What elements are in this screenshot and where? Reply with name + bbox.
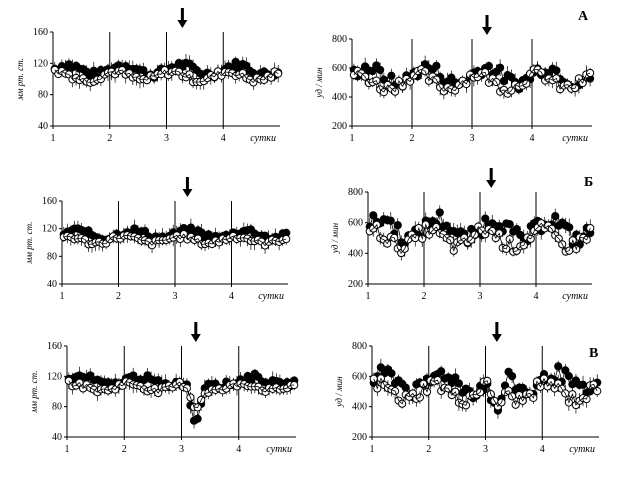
y-tick-label: 120 <box>42 224 57 235</box>
event-arrow-head <box>491 334 502 342</box>
x-axis-label: сутки <box>258 291 284 302</box>
y-tick-label: 120 <box>33 58 48 69</box>
y-tick-label: 160 <box>42 196 57 207</box>
y-tick-label: 800 <box>332 34 347 45</box>
y-axis-label: уд / мин <box>314 67 324 99</box>
x-tick-label: 4 <box>540 444 545 455</box>
x-tick-label: 4 <box>534 291 539 302</box>
y-tick-label: 160 <box>47 341 62 352</box>
data-point-open <box>586 223 595 233</box>
y-tick-label: 200 <box>352 432 367 443</box>
y-tick-label: 400 <box>332 92 347 103</box>
y-tick-label: 600 <box>348 218 363 229</box>
y-axis-label: мм рт. ст. <box>29 370 39 413</box>
x-tick-label: 1 <box>51 133 56 144</box>
x-tick-label: 1 <box>370 444 375 455</box>
x-tick-label: 1 <box>65 444 70 455</box>
x-tick-label: 2 <box>107 133 112 144</box>
y-tick-label: 200 <box>332 121 347 132</box>
y-tick-label: 40 <box>52 432 62 443</box>
x-axis-label: сутки <box>250 133 276 144</box>
y-tick-label: 80 <box>38 90 48 101</box>
x-tick-label: 4 <box>221 133 226 144</box>
event-arrow-head <box>182 189 193 197</box>
x-tick-label: 4 <box>530 133 535 144</box>
x-tick-label: 2 <box>410 133 415 144</box>
x-tick-label: 3 <box>478 291 483 302</box>
series-line-open <box>68 380 295 408</box>
y-tick-label: 120 <box>47 371 62 382</box>
series-line-open <box>373 377 598 408</box>
y-tick-label: 40 <box>47 279 57 290</box>
x-tick-label: 1 <box>60 291 65 302</box>
y-tick-label: 800 <box>348 187 363 198</box>
event-arrow-head <box>177 20 188 28</box>
series-line-open <box>63 233 287 247</box>
x-tick-label: 1 <box>366 291 371 302</box>
series-line-open <box>353 68 591 95</box>
data-point-open <box>593 387 602 396</box>
x-tick-label: 2 <box>116 291 121 302</box>
x-tick-label: 3 <box>470 133 475 144</box>
x-axis-label: сутки <box>266 444 292 455</box>
data-point-open <box>282 234 291 244</box>
event-arrow-head <box>482 27 492 35</box>
panel-label-b: Б <box>584 175 593 190</box>
panel-label-a: А <box>578 9 589 24</box>
x-tick-label: 3 <box>483 444 488 455</box>
series-line-open <box>369 222 591 254</box>
y-tick-label: 600 <box>332 63 347 74</box>
y-tick-label: 80 <box>47 251 57 262</box>
y-tick-label: 800 <box>352 341 367 352</box>
x-tick-label: 2 <box>426 444 431 455</box>
x-axis-label: сутки <box>562 291 588 302</box>
y-tick-label: 400 <box>348 248 363 259</box>
x-tick-label: 3 <box>173 291 178 302</box>
data-point-open <box>369 374 378 383</box>
y-tick-label: 80 <box>52 402 62 413</box>
series-line-open <box>54 69 279 84</box>
y-tick-label: 200 <box>348 279 363 290</box>
y-axis-label: уд / мин <box>330 222 340 254</box>
event-arrow-head <box>486 180 497 188</box>
y-tick-label: 160 <box>33 27 48 38</box>
x-tick-label: 4 <box>229 291 234 302</box>
y-tick-label: 600 <box>352 371 367 382</box>
y-axis-label: мм рт. ст. <box>24 221 34 264</box>
x-axis-label: сутки <box>569 444 595 455</box>
x-tick-label: 2 <box>122 444 127 455</box>
x-tick-label: 3 <box>179 444 184 455</box>
data-point-open <box>586 68 595 78</box>
event-arrow-head <box>190 334 201 342</box>
y-axis-label: мм рт. ст. <box>15 58 25 101</box>
y-axis-label: уд / мин <box>334 376 344 408</box>
x-axis-label: сутки <box>562 133 588 144</box>
x-tick-label: 4 <box>236 444 241 455</box>
x-tick-label: 2 <box>422 291 427 302</box>
x-tick-label: 1 <box>350 133 355 144</box>
y-tick-label: 40 <box>38 121 48 132</box>
y-tick-label: 400 <box>352 402 367 413</box>
x-tick-label: 3 <box>164 133 169 144</box>
panel-label-v: В <box>589 346 598 361</box>
